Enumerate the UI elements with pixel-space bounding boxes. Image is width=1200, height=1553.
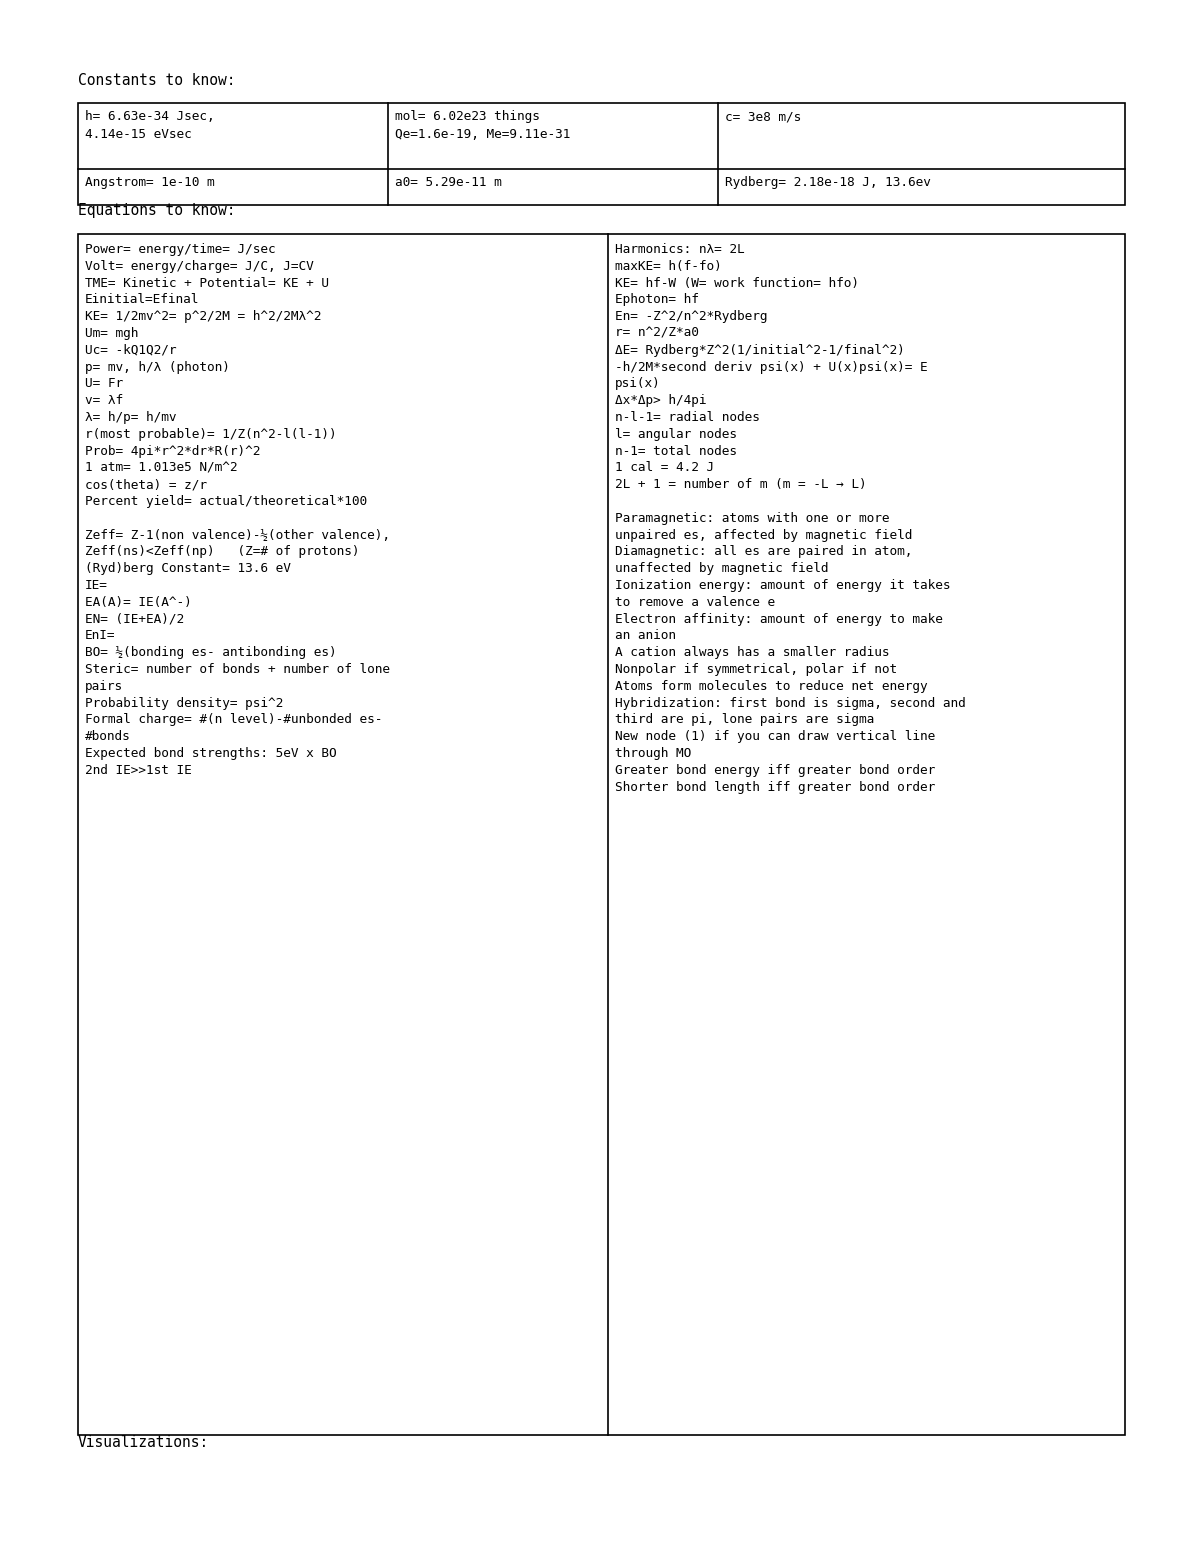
Text: A cation always has a smaller radius: A cation always has a smaller radius [616,646,889,658]
Text: 2L + 1 = number of m (m = -L → L): 2L + 1 = number of m (m = -L → L) [616,478,866,491]
Text: Shorter bond length iff greater bond order: Shorter bond length iff greater bond ord… [616,781,935,794]
Text: mol= 6.02e23 things
Qe=1.6e-19, Me=9.11e-31: mol= 6.02e23 things Qe=1.6e-19, Me=9.11e… [395,110,570,141]
Text: Greater bond energy iff greater bond order: Greater bond energy iff greater bond ord… [616,764,935,776]
Text: Volt= energy/charge= J/C, J=CV: Volt= energy/charge= J/C, J=CV [85,259,313,273]
Text: n-1= total nodes: n-1= total nodes [616,444,737,458]
Bar [78,102,1126,205]
Text: Δx*Δp> h/4pi: Δx*Δp> h/4pi [616,394,707,407]
Text: Uc= -kQ1Q2/r: Uc= -kQ1Q2/r [85,343,176,357]
Text: Equations to know:: Equations to know: [78,203,235,217]
Text: cos(theta) = z/r: cos(theta) = z/r [85,478,208,491]
Text: TME= Kinetic + Potential= KE + U: TME= Kinetic + Potential= KE + U [85,276,329,289]
Text: En= -Z^2/n^2*Rydberg: En= -Z^2/n^2*Rydberg [616,311,768,323]
Text: BO= ½(bonding es- antibonding es): BO= ½(bonding es- antibonding es) [85,646,337,658]
Text: p= mv, h/λ (photon): p= mv, h/λ (photon) [85,360,230,374]
Text: Ionization energy: amount of energy it takes: Ionization energy: amount of energy it t… [616,579,950,592]
Text: Prob= 4pi*r^2*dr*R(r)^2: Prob= 4pi*r^2*dr*R(r)^2 [85,444,260,458]
Text: through MO: through MO [616,747,691,759]
Text: KE= 1/2mv^2= p^2/2M = h^2/2Mλ^2: KE= 1/2mv^2= p^2/2M = h^2/2Mλ^2 [85,311,322,323]
Text: Ephoton= hf: Ephoton= hf [616,294,698,306]
Text: maxKE= h(f-fo): maxKE= h(f-fo) [616,259,721,273]
Text: Electron affinity: amount of energy to make: Electron affinity: amount of energy to m… [616,612,943,626]
Text: a0= 5.29e-11 m: a0= 5.29e-11 m [395,175,502,189]
Text: Constants to know:: Constants to know: [78,73,235,89]
Text: EA(A)= IE(A^-): EA(A)= IE(A^-) [85,596,192,609]
Text: EN= (IE+EA)/2: EN= (IE+EA)/2 [85,612,184,626]
Text: Expected bond strengths: 5eV x BO: Expected bond strengths: 5eV x BO [85,747,337,759]
Text: Power= energy/time= J/sec: Power= energy/time= J/sec [85,242,276,256]
Text: Probability density= psi^2: Probability density= psi^2 [85,697,283,710]
Text: IE=: IE= [85,579,108,592]
Text: n-l-1= radial nodes: n-l-1= radial nodes [616,412,760,424]
Text: Zeff= Z-1(non valence)-½(other valence),: Zeff= Z-1(non valence)-½(other valence), [85,528,390,542]
Text: Atoms form molecules to reduce net energy: Atoms form molecules to reduce net energ… [616,680,928,693]
Text: 2nd IE>>1st IE: 2nd IE>>1st IE [85,764,192,776]
Text: Rydberg= 2.18e-18 J, 13.6ev: Rydberg= 2.18e-18 J, 13.6ev [725,175,931,189]
Text: h= 6.63e-34 Jsec,
4.14e-15 eVsec: h= 6.63e-34 Jsec, 4.14e-15 eVsec [85,110,215,141]
Text: r= n^2/Z*a0: r= n^2/Z*a0 [616,328,698,340]
Text: 1 cal = 4.2 J: 1 cal = 4.2 J [616,461,714,474]
Text: Percent yield= actual/theoretical*100: Percent yield= actual/theoretical*100 [85,495,367,508]
Text: Harmonics: nλ= 2L: Harmonics: nλ= 2L [616,242,745,256]
Text: Hybridization: first bond is sigma, second and: Hybridization: first bond is sigma, seco… [616,697,966,710]
Text: Angstrom= 1e-10 m: Angstrom= 1e-10 m [85,175,215,189]
Text: Um= mgh: Um= mgh [85,328,138,340]
Text: Steric= number of bonds + number of lone: Steric= number of bonds + number of lone [85,663,390,676]
Text: r(most probable)= 1/Z(n^2-l(l-1)): r(most probable)= 1/Z(n^2-l(l-1)) [85,427,337,441]
Text: psi(x): psi(x) [616,377,661,390]
Text: -h/2M*second deriv psi(x) + U(x)psi(x)= E: -h/2M*second deriv psi(x) + U(x)psi(x)= … [616,360,928,374]
Text: KE= hf-W (W= work function= hfo): KE= hf-W (W= work function= hfo) [616,276,859,289]
Text: New node (1) if you can draw vertical line: New node (1) if you can draw vertical li… [616,730,935,744]
Text: (Ryd)berg Constant= 13.6 eV: (Ryd)berg Constant= 13.6 eV [85,562,290,575]
Text: c= 3e8 m/s: c= 3e8 m/s [725,110,802,123]
Text: U= Fr: U= Fr [85,377,124,390]
Text: to remove a valence e: to remove a valence e [616,596,775,609]
Text: λ= h/p= h/mv: λ= h/p= h/mv [85,412,176,424]
Text: Visualizations:: Visualizations: [78,1435,209,1451]
Text: 1 atm= 1.013e5 N/m^2: 1 atm= 1.013e5 N/m^2 [85,461,238,474]
Text: ΔE= Rydberg*Z^2(1/initial^2-1/final^2): ΔE= Rydberg*Z^2(1/initial^2-1/final^2) [616,343,905,357]
Text: an anion: an anion [616,629,676,643]
Text: third are pi, lone pairs are sigma: third are pi, lone pairs are sigma [616,713,875,727]
Text: Nonpolar if symmetrical, polar if not: Nonpolar if symmetrical, polar if not [616,663,898,676]
Text: Zeff(ns)<Zeff(np)   (Z=# of protons): Zeff(ns)<Zeff(np) (Z=# of protons) [85,545,360,559]
Text: Diamagnetic: all es are paired in atom,: Diamagnetic: all es are paired in atom, [616,545,912,559]
Text: pairs: pairs [85,680,124,693]
Text: Einitial=Efinal: Einitial=Efinal [85,294,199,306]
Text: unpaired es, affected by magnetic field: unpaired es, affected by magnetic field [616,528,912,542]
Text: Paramagnetic: atoms with one or more: Paramagnetic: atoms with one or more [616,512,889,525]
Text: #bonds: #bonds [85,730,131,744]
Text: l= angular nodes: l= angular nodes [616,427,737,441]
Bar [78,235,1126,1435]
Text: Formal charge= #(n level)-#unbonded es-: Formal charge= #(n level)-#unbonded es- [85,713,383,727]
Text: unaffected by magnetic field: unaffected by magnetic field [616,562,828,575]
Text: v= λf: v= λf [85,394,124,407]
Text: EnI=: EnI= [85,629,115,643]
